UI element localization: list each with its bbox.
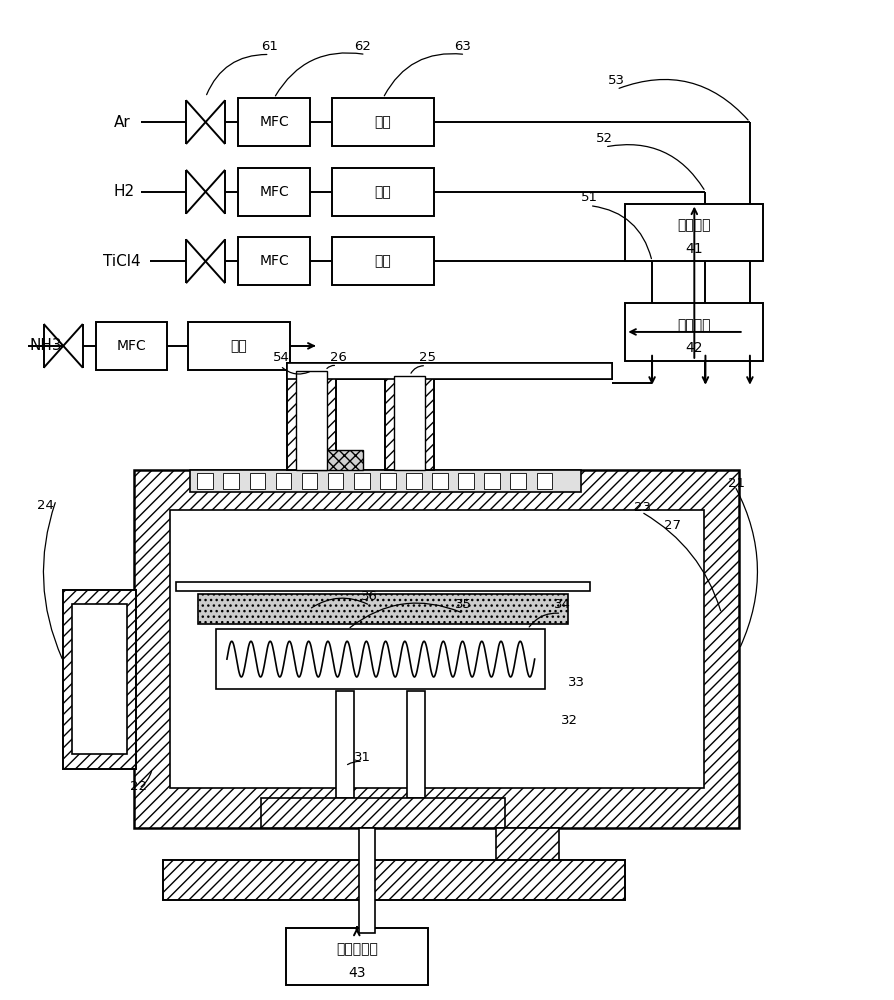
Text: 54: 54 [273,351,290,364]
Text: 储罐: 储罐 [375,254,391,268]
Text: Ar: Ar [114,115,131,130]
Text: MFC: MFC [259,185,289,199]
Bar [198,594,567,624]
Bar [96,322,167,370]
Bar [190,470,580,492]
Bar [300,450,363,470]
Text: 53: 53 [607,74,624,87]
Bar [176,582,589,591]
Bar [275,473,291,489]
Text: 63: 63 [454,39,471,52]
Bar [216,629,544,689]
Bar [63,589,136,768]
Bar [287,371,336,470]
Text: 36: 36 [361,590,377,603]
Text: TiCl4: TiCl4 [103,254,140,269]
Text: 储罐: 储罐 [375,185,391,199]
Text: NH3: NH3 [30,338,62,353]
Text: 回收装置: 回收装置 [677,318,710,332]
Bar [238,237,309,285]
Text: 储罐: 储罐 [231,339,247,353]
Text: MFC: MFC [259,254,289,268]
Bar [406,473,421,489]
Bar [332,168,434,216]
Text: 排气装置: 排气装置 [677,219,710,233]
Text: 41: 41 [685,242,703,256]
Bar [198,473,213,489]
Bar [458,473,474,489]
Bar [510,473,526,489]
Bar [393,376,425,470]
Bar [407,691,425,798]
Bar [287,363,611,379]
Bar [327,473,343,489]
Text: 24: 24 [37,499,54,512]
Bar [249,473,265,489]
Bar [432,473,447,489]
Text: 52: 52 [595,132,612,145]
Text: 25: 25 [418,351,435,364]
Bar [332,237,434,285]
Text: 加热器电源: 加热器电源 [335,943,377,957]
Text: H2: H2 [114,184,135,199]
Text: 61: 61 [260,39,277,52]
Text: 51: 51 [580,191,597,204]
Bar [260,798,505,828]
Bar [625,303,763,361]
Bar [353,473,369,489]
Text: MFC: MFC [259,115,289,129]
Text: 35: 35 [454,598,471,611]
Bar [536,473,552,489]
Bar [285,928,427,985]
Text: 32: 32 [561,714,578,727]
Bar [224,473,239,489]
Text: 34: 34 [553,598,570,611]
Text: 31: 31 [354,751,371,764]
Text: 储罐: 储罐 [375,115,391,129]
Text: 22: 22 [130,780,147,793]
Bar [332,98,434,146]
Text: 26: 26 [330,351,347,364]
Bar [238,168,309,216]
Bar [72,604,127,754]
Bar [384,376,434,470]
Bar [188,322,290,370]
Bar [238,98,309,146]
Bar [163,860,625,900]
Bar [296,371,327,470]
Text: 42: 42 [685,341,703,355]
Bar [170,510,703,788]
Bar [484,473,500,489]
Text: 33: 33 [567,676,584,689]
Text: 43: 43 [348,966,365,980]
Text: MFC: MFC [117,339,147,353]
Bar [301,473,317,489]
Text: 62: 62 [354,39,371,52]
Bar [496,828,558,893]
Bar [380,473,395,489]
Text: 27: 27 [662,519,679,532]
Bar [336,691,354,798]
Bar [287,363,611,379]
Bar [625,204,763,261]
Text: 23: 23 [634,501,651,514]
Bar [358,828,375,933]
Bar [134,470,738,828]
Text: 21: 21 [727,477,744,490]
